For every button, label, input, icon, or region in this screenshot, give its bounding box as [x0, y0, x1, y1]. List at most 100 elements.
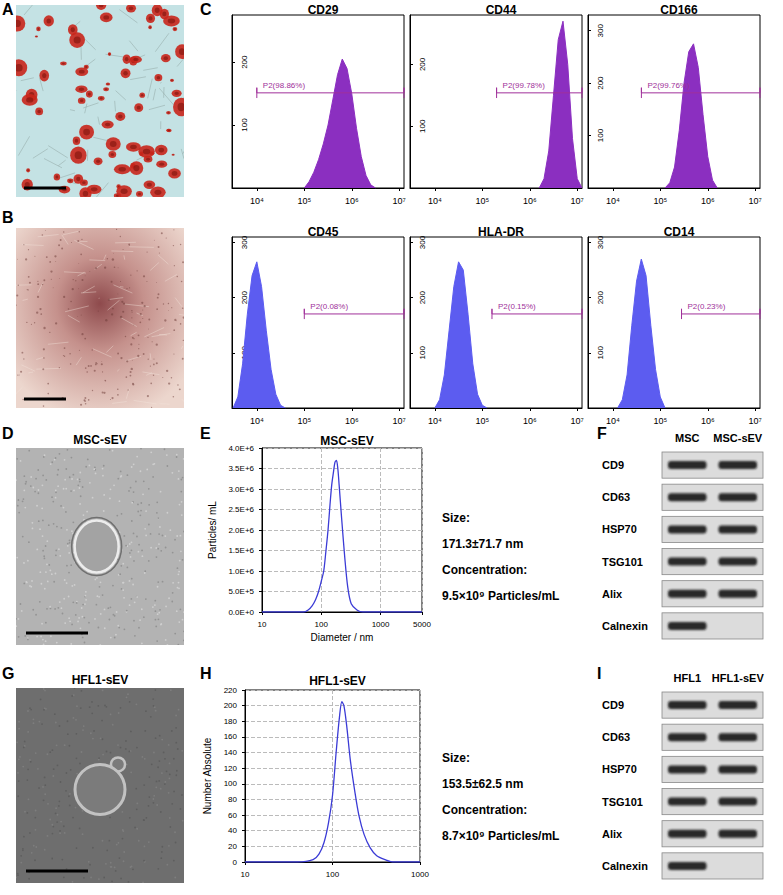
svg-text:Concentration:: Concentration:	[442, 563, 527, 577]
svg-text:Alix: Alix	[602, 828, 623, 840]
svg-text:Calnexin: Calnexin	[602, 860, 648, 872]
svg-text:Particles/ mL: Particles/ mL	[207, 501, 218, 559]
svg-text:200: 200	[418, 57, 427, 71]
svg-text:10⁶: 10⁶	[701, 416, 715, 425]
svg-text:P2(99.78%): P2(99.78%)	[503, 81, 546, 90]
svg-text:Calnexin: Calnexin	[602, 620, 648, 632]
svg-text:10⁵: 10⁵	[297, 416, 311, 425]
svg-text:Diameter / nm: Diameter / nm	[311, 632, 374, 642]
svg-text:10⁷: 10⁷	[749, 416, 762, 425]
svg-text:CD9: CD9	[602, 699, 624, 711]
svg-text:5.0E+5: 5.0E+5	[228, 587, 254, 596]
svg-text:F: F	[597, 425, 607, 442]
svg-text:5000: 5000	[413, 620, 431, 629]
svg-text:Concentration:: Concentration:	[442, 803, 527, 817]
svg-text:Alix: Alix	[602, 588, 623, 600]
svg-text:P2(98.86%): P2(98.86%)	[263, 81, 306, 90]
svg-text:4.0E+6: 4.0E+6	[228, 444, 254, 453]
svg-text:10⁷: 10⁷	[749, 196, 762, 205]
svg-text:8.7×10⁹ Particles/mL: 8.7×10⁹ Particles/mL	[442, 829, 559, 843]
svg-text:10⁵: 10⁵	[297, 196, 311, 205]
svg-text:HFL1-sEV: HFL1-sEV	[72, 673, 129, 687]
svg-text:D: D	[2, 425, 14, 442]
svg-text:100: 100	[240, 118, 249, 132]
svg-text:HLA-DR: HLA-DR	[478, 225, 524, 239]
svg-text:153.5±62.5 nm: 153.5±62.5 nm	[442, 777, 523, 791]
svg-text:10⁴: 10⁴	[250, 416, 264, 425]
svg-text:100: 100	[596, 128, 605, 142]
svg-text:0.0E+0: 0.0E+0	[228, 608, 254, 617]
svg-text:60: 60	[228, 811, 237, 820]
svg-text:1.0E+6: 1.0E+6	[228, 567, 254, 576]
svg-text:CD45: CD45	[308, 225, 339, 239]
svg-text:MSC-sEV: MSC-sEV	[713, 432, 763, 444]
svg-text:P2(0.15%): P2(0.15%)	[498, 302, 536, 311]
svg-text:100: 100	[315, 620, 329, 629]
svg-text:Size:: Size:	[442, 511, 470, 525]
svg-text:10⁴: 10⁴	[250, 196, 264, 205]
svg-text:10⁷: 10⁷	[393, 196, 406, 205]
svg-text:CD9: CD9	[602, 459, 624, 471]
svg-text:3.0E+6: 3.0E+6	[228, 485, 254, 494]
svg-text:CD29: CD29	[308, 3, 339, 17]
svg-text:HFL1-sEV: HFL1-sEV	[309, 674, 366, 688]
svg-text:MSC: MSC	[675, 432, 700, 444]
svg-text:80: 80	[228, 795, 237, 804]
svg-text:3.5E+6: 3.5E+6	[228, 464, 254, 473]
svg-text:10: 10	[241, 870, 250, 879]
svg-text:10⁷: 10⁷	[571, 196, 584, 205]
svg-text:140: 140	[224, 748, 238, 757]
svg-text:MSC-sEV: MSC-sEV	[320, 434, 373, 448]
svg-text:10⁶: 10⁶	[345, 196, 359, 205]
svg-text:200: 200	[596, 290, 605, 304]
svg-text:MSC-sEV: MSC-sEV	[73, 433, 126, 447]
svg-text:TSG101: TSG101	[602, 796, 643, 808]
svg-text:10⁴: 10⁴	[428, 416, 442, 425]
svg-text:300: 300	[240, 235, 249, 249]
svg-text:CD166: CD166	[660, 3, 698, 17]
svg-text:220: 220	[224, 686, 238, 695]
svg-text:10⁶: 10⁶	[523, 196, 537, 205]
svg-text:1000: 1000	[411, 870, 429, 879]
svg-text:9.5×10⁹ Particles/mL: 9.5×10⁹ Particles/mL	[442, 589, 559, 603]
svg-text:10: 10	[258, 620, 267, 629]
svg-text:300: 300	[418, 235, 427, 249]
svg-text:I: I	[597, 665, 601, 682]
svg-text:300: 300	[596, 235, 605, 249]
svg-text:100: 100	[596, 346, 605, 360]
svg-text:C: C	[200, 1, 212, 18]
svg-text:HFL1-sEV: HFL1-sEV	[712, 672, 765, 684]
svg-text:10⁵: 10⁵	[475, 416, 489, 425]
svg-text:P2(99.76%): P2(99.76%)	[647, 81, 690, 90]
svg-text:Size:: Size:	[442, 751, 470, 765]
svg-text:200: 200	[240, 290, 249, 304]
svg-text:10⁷: 10⁷	[571, 416, 584, 425]
svg-text:CD14: CD14	[664, 225, 695, 239]
svg-text:10⁴: 10⁴	[428, 196, 442, 205]
svg-text:20: 20	[228, 842, 237, 851]
svg-text:200: 200	[596, 76, 605, 90]
svg-text:HSP70: HSP70	[602, 763, 637, 775]
svg-text:100: 100	[326, 870, 340, 879]
svg-text:G: G	[2, 665, 14, 682]
svg-text:H: H	[200, 665, 212, 682]
svg-text:200: 200	[418, 290, 427, 304]
svg-text:2.0E+6: 2.0E+6	[228, 526, 254, 535]
svg-text:P2(0.08%): P2(0.08%)	[310, 302, 348, 311]
svg-text:2.5E+6: 2.5E+6	[228, 505, 254, 514]
svg-text:10⁴: 10⁴	[606, 196, 620, 205]
svg-text:1000: 1000	[372, 620, 390, 629]
svg-text:CD63: CD63	[602, 731, 630, 743]
svg-text:P2(0.23%): P2(0.23%)	[688, 302, 726, 311]
svg-text:10⁵: 10⁵	[653, 196, 667, 205]
svg-text:1.5E+6: 1.5E+6	[228, 546, 254, 555]
svg-text:B: B	[2, 209, 14, 226]
svg-text:100: 100	[224, 779, 238, 788]
svg-text:300: 300	[596, 24, 605, 38]
svg-text:10⁵: 10⁵	[475, 196, 489, 205]
svg-text:E: E	[200, 425, 211, 442]
svg-text:180: 180	[224, 717, 238, 726]
svg-text:10⁶: 10⁶	[345, 416, 359, 425]
svg-text:CD44: CD44	[486, 3, 517, 17]
svg-text:0: 0	[233, 858, 238, 867]
